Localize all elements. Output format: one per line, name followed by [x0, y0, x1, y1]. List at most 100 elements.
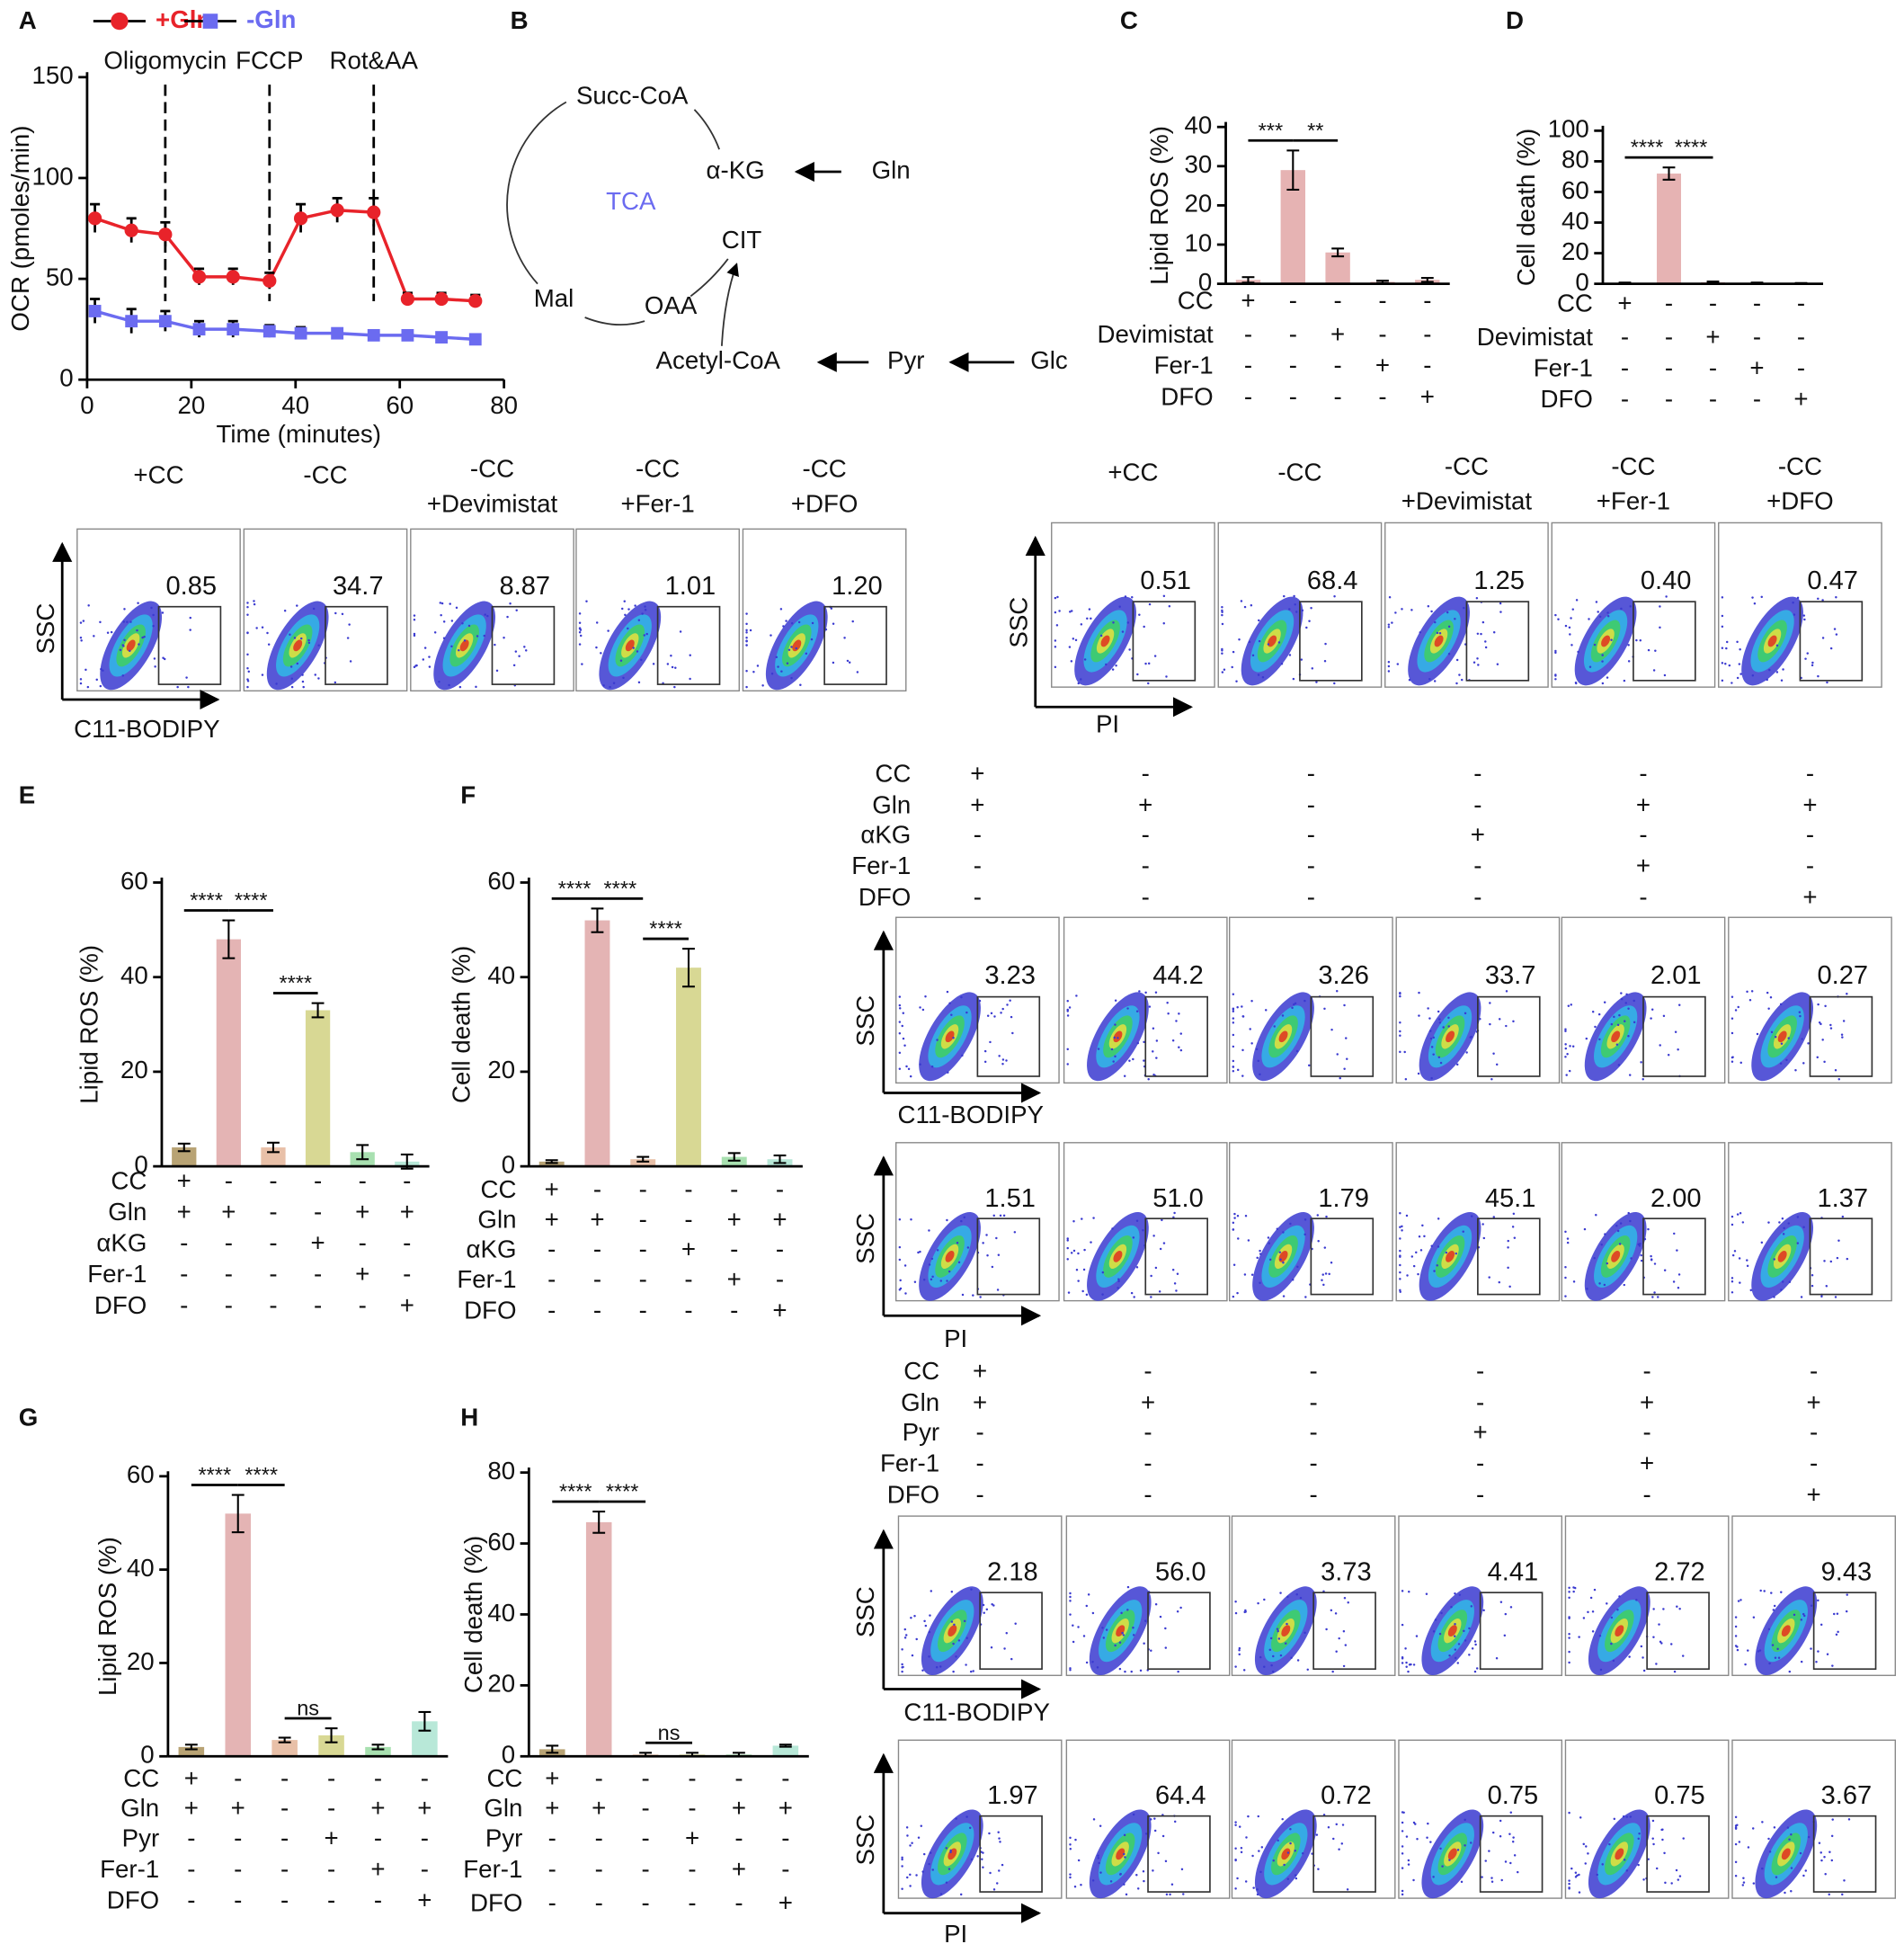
event-dot	[1799, 1014, 1802, 1018]
event-dot	[945, 1881, 948, 1884]
event-dot	[1401, 608, 1403, 611]
event-dot	[1802, 1062, 1805, 1065]
event-dot	[1232, 1008, 1235, 1011]
event-dot	[1554, 651, 1557, 655]
treatment-sign: -	[776, 1235, 784, 1263]
treatment-label: Devimistat	[1477, 323, 1593, 351]
event-dot	[1670, 1882, 1673, 1885]
event-dot	[1746, 1264, 1749, 1268]
event-dot	[1178, 1012, 1180, 1015]
event-dot	[1770, 1592, 1773, 1594]
event-dot	[1731, 1060, 1734, 1064]
event-dot	[1399, 1030, 1401, 1033]
event-dot	[1233, 1212, 1236, 1216]
event-dot	[1774, 1656, 1777, 1660]
cycle-arc	[584, 317, 645, 326]
gate-percentage: 56.0	[1155, 1558, 1206, 1587]
event-dot	[1310, 606, 1312, 610]
event-dot	[1616, 1608, 1619, 1611]
y-tick-label: 30	[1185, 150, 1213, 178]
event-dot	[1474, 1643, 1477, 1646]
event-dot	[1335, 1823, 1339, 1826]
event-dot	[1072, 638, 1075, 640]
event-dot	[1517, 1870, 1519, 1874]
event-dot	[450, 620, 454, 622]
y-tick-label: 40	[120, 961, 148, 989]
event-dot	[1135, 1266, 1139, 1269]
event-dot	[1099, 1824, 1102, 1827]
event-dot	[779, 608, 783, 611]
event-dot	[991, 1265, 994, 1269]
gate	[1642, 1217, 1706, 1296]
event-dot	[1434, 1619, 1437, 1621]
event-dot	[1152, 1074, 1155, 1076]
event-dot	[296, 662, 299, 665]
event-dot	[965, 1663, 967, 1666]
event-dot	[1132, 1634, 1135, 1636]
treatment-sign: +	[1640, 1449, 1654, 1477]
event-dot	[1747, 1846, 1750, 1849]
event-dot	[1842, 1020, 1846, 1022]
event-dot	[1652, 669, 1656, 672]
event-dot	[1170, 1883, 1174, 1886]
event-dot	[1300, 658, 1303, 661]
event-dot	[1295, 1593, 1298, 1596]
event-dot	[843, 637, 846, 639]
event-dot	[1114, 1023, 1117, 1026]
treatment-sign: -	[976, 1418, 984, 1446]
treatment-sign: -	[327, 1794, 335, 1822]
event-dot	[1448, 1859, 1451, 1861]
event-dot	[1458, 673, 1461, 676]
treatment-sign: -	[1473, 790, 1481, 818]
event-dot	[1564, 1028, 1567, 1031]
event-dot	[1117, 1287, 1119, 1289]
event-dot	[952, 1037, 955, 1039]
event-dot	[986, 1253, 989, 1257]
event-dot	[991, 1603, 993, 1606]
event-dot	[1308, 620, 1311, 623]
event-dot	[621, 607, 624, 611]
event-dot	[1006, 1003, 1009, 1006]
event-dot	[1000, 1012, 1002, 1014]
event-dot	[1081, 1289, 1084, 1293]
event-dot	[80, 639, 83, 642]
event-dot	[1587, 1852, 1589, 1855]
gate	[1633, 601, 1696, 682]
gate-percentage: 2.01	[1650, 961, 1702, 990]
significance-label: ****	[198, 1463, 231, 1486]
event-dot	[1232, 1021, 1235, 1024]
event-dot	[903, 1636, 907, 1639]
y-tick-label: 0	[502, 1741, 515, 1769]
treatment-sign: -	[1639, 821, 1647, 849]
y-tick-label: 20	[487, 1670, 515, 1698]
event-dot	[1772, 1609, 1775, 1611]
event-dot	[1407, 1670, 1410, 1673]
event-dot	[1074, 638, 1078, 642]
event-dot	[463, 639, 467, 642]
event-dot	[1054, 596, 1057, 600]
event-dot	[1598, 615, 1602, 619]
event-dot	[1242, 1669, 1246, 1672]
event-dot	[1492, 631, 1496, 634]
event-dot	[1463, 1629, 1465, 1633]
event-dot	[1821, 1039, 1824, 1041]
gate	[157, 605, 222, 685]
event-dot	[290, 685, 294, 689]
event-dot	[1399, 1034, 1401, 1038]
event-dot	[909, 1885, 912, 1887]
gate	[1479, 1815, 1544, 1893]
event-dot	[82, 620, 85, 622]
event-dot	[1387, 661, 1391, 664]
event-dot	[1083, 658, 1087, 661]
gate-percentage: 1.37	[1817, 1184, 1868, 1213]
event-dot	[1405, 1214, 1409, 1217]
event-dot	[1399, 992, 1401, 994]
point	[434, 291, 449, 307]
event-dot	[1660, 1642, 1663, 1645]
event-dot	[1676, 1605, 1678, 1609]
event-dot	[1601, 682, 1605, 685]
event-dot	[1481, 1223, 1484, 1226]
event-dot	[1721, 614, 1724, 618]
event-dot	[1338, 1636, 1340, 1640]
gate	[1642, 995, 1706, 1077]
